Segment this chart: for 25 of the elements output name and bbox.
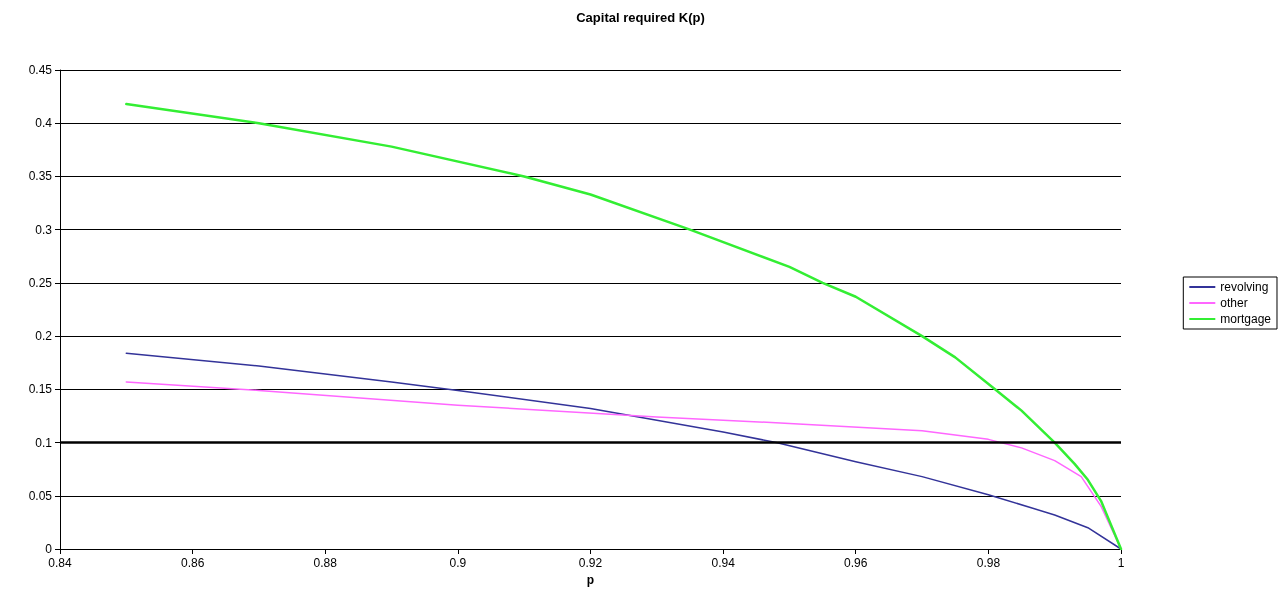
x-tick-label: 1: [1117, 556, 1125, 570]
legend-label: other: [1220, 296, 1248, 310]
y-tick-label: 0.4: [35, 116, 53, 131]
x-tick-label: 0.84: [48, 556, 72, 570]
x-tick-label: 0.92: [578, 556, 603, 570]
x-tick-label: 0.98: [976, 556, 1001, 570]
legend-label: revolving: [1220, 280, 1269, 294]
x-tick-label: 0.88: [313, 556, 338, 570]
chart-title: Capital required K(p): [576, 10, 705, 25]
y-tick-label: 0.2: [35, 329, 53, 344]
line-series: [125, 102, 1123, 551]
y-tick-label: 0.1: [35, 435, 53, 450]
x-tick-label: 0.9: [449, 556, 467, 570]
y-tick-label: 0.05: [28, 488, 53, 503]
y-tick-label: 0.45: [28, 63, 53, 77]
x-tick-label: 0.94: [711, 556, 736, 570]
y-tick-label: 0.25: [28, 275, 53, 290]
y-tick-label: 0.35: [28, 169, 53, 184]
x-axis-title: p: [586, 572, 595, 587]
x-tick-label: 0.86: [180, 556, 205, 570]
y-tick-label: 0.15: [28, 382, 53, 397]
y-tick-label: 0: [45, 542, 53, 556]
x-tick-label: 0.96: [844, 556, 868, 570]
y-tick-label: 0.3: [35, 222, 53, 237]
legend-label: mortgage: [1220, 312, 1272, 326]
